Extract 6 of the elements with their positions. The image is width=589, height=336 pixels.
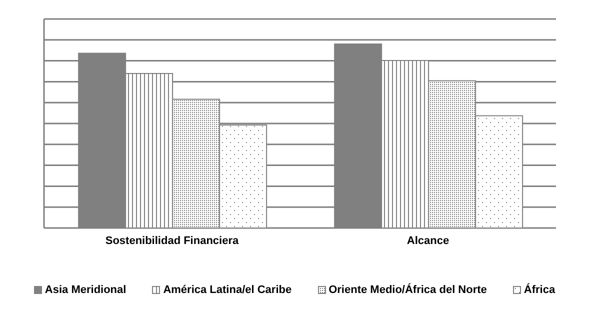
x-tick-label: Alcance [406,234,450,247]
legend-label: África [524,284,556,296]
legend-label: América Latina/el Caribe [163,284,292,296]
legend-label: Asia Meridional [44,284,126,296]
x-tick-label: Sostenibilidad Financiera [105,234,240,247]
legend-label: Oriente Medio/África del Norte [328,284,487,296]
